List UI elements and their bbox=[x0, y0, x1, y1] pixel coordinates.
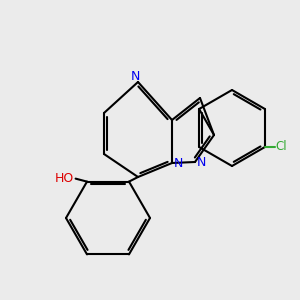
Text: HO: HO bbox=[55, 172, 74, 185]
Text: N: N bbox=[197, 155, 206, 169]
Text: N: N bbox=[131, 70, 141, 83]
Text: N: N bbox=[174, 157, 183, 170]
Text: Cl: Cl bbox=[276, 140, 287, 154]
